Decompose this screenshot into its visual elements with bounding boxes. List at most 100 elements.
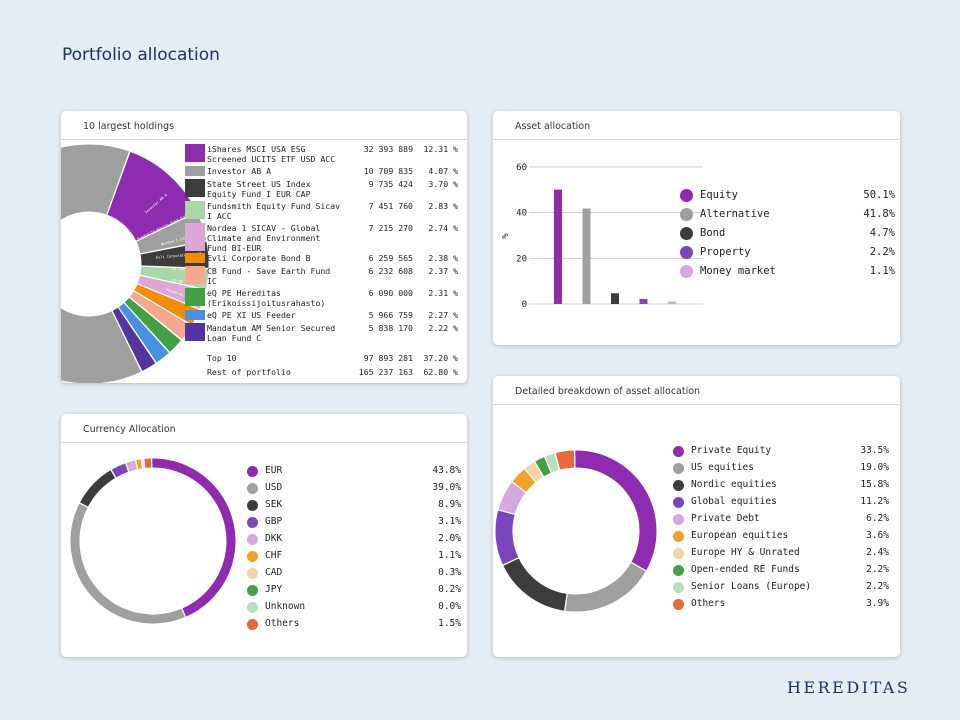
summary-amount: 97 893 281 — [363, 353, 413, 363]
legend-swatch — [673, 497, 684, 508]
holding-pct: 12.31 % — [423, 144, 458, 154]
card-divider — [61, 442, 467, 443]
legend-label: Open-ended RE Funds — [691, 564, 800, 575]
holdings-slice-label: Nordea 1 SICAV — [161, 235, 192, 247]
holding-amount: 6 090 000 — [368, 288, 413, 298]
legend-label: CHF — [265, 550, 283, 561]
holding-pct: 4.07 % — [428, 166, 458, 176]
legend-swatch — [673, 446, 684, 457]
legend-value: 1.1% — [438, 550, 461, 561]
legend-swatch — [673, 480, 684, 491]
holding-name: eQ PE Hereditas (Erikoissijoitusrahasto) — [207, 288, 326, 308]
detailed-legend-row: Europe HY & Unrated 2.4% — [673, 546, 889, 563]
holding-amount: 9 735 424 — [368, 179, 413, 189]
bar — [639, 298, 648, 304]
holding-swatch — [185, 253, 205, 263]
summary-pct: 37.20 % — [423, 353, 458, 363]
bar — [611, 293, 619, 304]
legend-value: 33.5% — [860, 445, 889, 456]
asset-legend-row: Bond 4.7% — [680, 226, 895, 243]
currency-slice — [151, 457, 237, 618]
legend-value: 1.5% — [438, 618, 461, 629]
asset-legend: Equity 50.1% Alternative 41.8% Bond 4.7% Prope… — [680, 188, 895, 288]
legend-value: 2.4% — [866, 547, 889, 558]
asset-legend-row: Equity 50.1% — [680, 188, 895, 205]
hereditas-logo: HEREDITAS — [787, 678, 911, 697]
legend-swatch — [673, 531, 684, 542]
legend-swatch — [680, 265, 693, 278]
asset-legend-row: Money market 1.1% — [680, 264, 895, 281]
holdings-slice-label: Evli Corporate Bond B — [156, 252, 202, 260]
legend-value: 50.1% — [863, 189, 895, 201]
holding-name: Investor AB A — [207, 166, 272, 176]
detailed-legend-row: Open-ended RE Funds 2.2% — [673, 563, 889, 580]
legend-value: 19.0% — [860, 462, 889, 473]
currency-card-title: Currency Allocation — [83, 424, 176, 435]
holding-pct: 2.74 % — [428, 223, 458, 233]
legend-label: Alternative — [700, 208, 770, 220]
holding-swatch — [185, 166, 205, 176]
legend-swatch — [247, 517, 258, 528]
holding-pct: 3.70 % — [428, 179, 458, 189]
legend-value: 3.9% — [866, 598, 889, 609]
legend-value: 3.1% — [438, 516, 461, 527]
summary-pct: 62.80 % — [423, 367, 458, 377]
detailed-allocation-card: Detailed breakdown of asset allocation P… — [493, 376, 900, 657]
holding-amount: 5 966 759 — [368, 310, 413, 320]
currency-legend-row: EUR 43.8% — [247, 464, 461, 481]
holding-swatch — [185, 323, 205, 341]
currency-legend-row: GBP 3.1% — [247, 515, 461, 532]
legend-label: Nordic equities — [691, 479, 777, 490]
holding-swatch — [185, 266, 205, 284]
legend-value: 2.0% — [438, 533, 461, 544]
holding-name: Evli Corporate Bond B — [207, 253, 311, 263]
currency-slice — [143, 457, 153, 469]
asset-allocation-card: Asset allocation 60 40 20 0% Equity 50.1% Alt… — [493, 111, 900, 345]
legend-value: 0.2% — [438, 584, 461, 595]
legend-value: 6.2% — [866, 513, 889, 524]
holding-amount: 7 451 760 — [368, 201, 413, 211]
holdings-slice — [61, 143, 143, 383]
legend-swatch — [680, 246, 693, 259]
detailed-legend-row: European equities 3.6% — [673, 529, 889, 546]
detailed-card-title: Detailed breakdown of asset allocation — [515, 386, 701, 397]
detailed-slice — [502, 557, 568, 612]
legend-label: EUR — [265, 465, 283, 476]
currency-donut-chart — [69, 457, 237, 625]
detailed-legend-row: Private Equity 33.5% — [673, 444, 889, 461]
holding-name: iShares MSCI USA ESG Screened UCITS ETF … — [207, 144, 336, 164]
currency-legend-row: SEK 8.9% — [247, 498, 461, 515]
holding-amount: 7 215 270 — [368, 223, 413, 233]
legend-swatch — [680, 227, 693, 240]
legend-swatch — [673, 565, 684, 576]
detailed-legend-row: Nordic equities 15.8% — [673, 478, 889, 495]
y-tick-label: 40 — [516, 209, 527, 219]
page-title: Portfolio allocation — [62, 45, 220, 65]
currency-legend-row: Others 1.5% — [247, 617, 461, 634]
holdings-slice-label: Mandatum — [166, 288, 184, 297]
summary-label: Top 10 — [207, 353, 237, 363]
legend-label: Property — [700, 246, 751, 258]
asset-legend-row: Alternative 41.8% — [680, 207, 895, 224]
holding-name: eQ PE XI US Feeder — [207, 310, 296, 320]
legend-swatch — [247, 500, 258, 511]
legend-swatch — [247, 585, 258, 596]
detailed-slice — [564, 561, 648, 613]
holding-swatch — [185, 179, 205, 197]
holding-pct: 2.37 % — [428, 266, 458, 276]
legend-label: Others — [691, 598, 726, 609]
asset-bar-chart: 60 40 20 0% — [501, 163, 703, 310]
legend-label: GBP — [265, 516, 283, 527]
detailed-legend: Private Equity 33.5% US equities 19.0% Nordi… — [673, 444, 889, 624]
y-tick-label: 20 — [516, 254, 527, 264]
holdings-slice-label: eQ PE — [172, 278, 183, 284]
legend-value: 2.2% — [866, 564, 889, 575]
card-divider — [493, 404, 900, 405]
holding-name: Mandatum AM Senior Secured Loan Fund C — [207, 323, 336, 343]
legend-value: 15.8% — [860, 479, 889, 490]
holding-swatch — [185, 310, 205, 320]
detailed-donut-chart — [494, 449, 658, 613]
legend-label: Private Debt — [691, 513, 760, 524]
currency-slice — [78, 468, 117, 508]
card-divider — [493, 139, 900, 140]
